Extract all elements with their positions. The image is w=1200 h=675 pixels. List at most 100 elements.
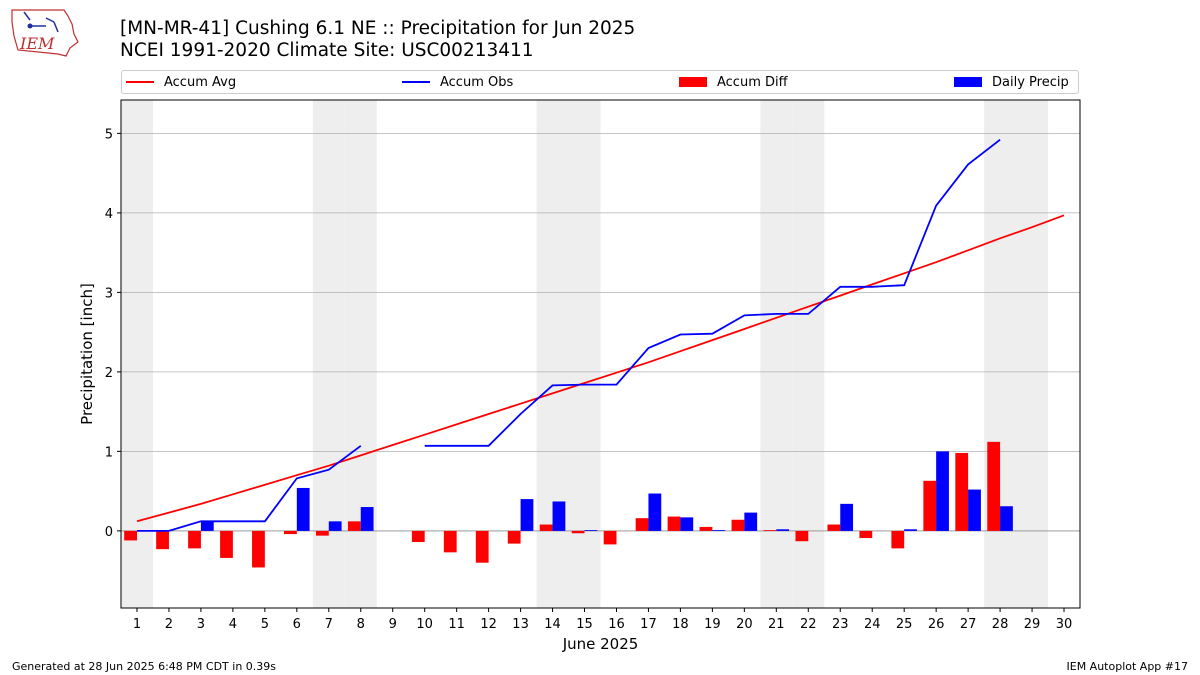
legend: Accum Avg Accum Obs Accum Diff Daily Pre…: [121, 70, 1079, 94]
chart-title: [MN-MR-41] Cushing 6.1 NE :: Precipitati…: [120, 18, 636, 39]
x-tick-label-15: 15: [576, 617, 593, 632]
legend-item-accum-avg: Accum Avg: [126, 71, 236, 93]
daily-precip-bar-15: [584, 530, 598, 531]
weekend-band-28: [984, 100, 1017, 608]
y-tick-label-2: 2: [105, 366, 113, 381]
logo-text: IEM: [19, 34, 55, 53]
weekend-band-29: [1016, 100, 1049, 608]
accum-diff-bar-8: [347, 521, 361, 531]
x-tick-label-10: 10: [416, 617, 433, 632]
y-tick-label-4: 4: [105, 207, 113, 222]
daily-precip-bar-6: [296, 487, 310, 531]
accum-diff-bar-13: [507, 530, 521, 544]
weekend-band-21: [760, 100, 793, 608]
weekend-band-15: [568, 100, 601, 608]
x-tick-label-19: 19: [704, 617, 721, 632]
axes: 1 2 3 4 5 6 7 8 9 10 11 12 13 14 15 16 17 18 19 20 21 22 23 24 2…: [105, 127, 1073, 632]
x-tick-label-3: 3: [197, 617, 205, 632]
accum-diff-bar-19: [699, 526, 713, 531]
daily-precip-bar-28: [1000, 506, 1013, 531]
accum-diff-bar-28: [987, 441, 1001, 531]
legend-item-daily-precip: Daily Precip: [954, 71, 1069, 93]
accum-diff-bar-25: [891, 530, 905, 549]
weekend-band-1: [121, 100, 153, 608]
accum-obs-line: [137, 138, 1001, 532]
footer-generated: Generated at 28 Jun 2025 6:48 PM CDT in …: [12, 660, 277, 673]
x-tick-label-1: 1: [133, 617, 141, 632]
x-axis-label: June 2025: [562, 635, 639, 653]
legend-swatch-accum-diff: [679, 77, 707, 87]
x-tick-label-16: 16: [608, 617, 625, 632]
daily-precip-bar-23: [840, 503, 854, 531]
daily-precip-bar-8: [360, 507, 374, 531]
x-tick-label-6: 6: [293, 617, 301, 632]
accum-diff-bar-10: [411, 530, 425, 543]
legend-item-accum-diff: Accum Diff: [679, 71, 788, 93]
x-tick-label-29: 29: [1024, 617, 1041, 632]
accum-diff-bar-7: [315, 530, 329, 536]
daily-precip-bar-19: [712, 530, 726, 531]
accum-diff-bar-1: [124, 530, 137, 541]
plot-frame: [120, 99, 1081, 609]
bars: [124, 441, 1013, 568]
accum-diff-bar-22: [795, 530, 809, 542]
legend-label-accum-obs: Accum Obs: [440, 74, 514, 90]
x-tick-label-4: 4: [229, 617, 237, 632]
accum-diff-bar-4: [220, 530, 233, 558]
accum-diff-bar-6: [284, 530, 297, 535]
weekend-band-14: [536, 100, 569, 608]
x-tick-label-23: 23: [832, 617, 849, 632]
daily-precip-bar-27: [968, 489, 981, 531]
x-tick-label-25: 25: [896, 617, 913, 632]
daily-precip-bar-7: [328, 521, 342, 531]
daily-precip-bar-3: [200, 521, 214, 531]
accum-diff-bar-23: [827, 524, 841, 531]
y-tick-label-3: 3: [105, 286, 113, 301]
accum-diff-bar-15: [571, 530, 585, 534]
daily-precip-bar-18: [680, 517, 694, 531]
y-axis-label: Precipitation [inch]: [78, 283, 96, 425]
y-tick-label-1: 1: [105, 445, 113, 460]
x-tick-label-12: 12: [480, 617, 497, 632]
accum-diff-bar-2: [156, 530, 169, 550]
lines: [136, 138, 1065, 532]
daily-precip-bar-25: [904, 529, 917, 531]
y-gridlines: [121, 132, 1080, 532]
x-tick-label-8: 8: [357, 617, 365, 632]
x-tick-label-24: 24: [864, 617, 881, 632]
accum-diff-bar-17: [635, 518, 649, 531]
x-tick-label-17: 17: [640, 617, 657, 632]
daily-precip-bar-13: [520, 499, 534, 531]
chart-subtitle: NCEI 1991-2020 Climate Site: USC00213411: [120, 40, 534, 61]
accum-diff-bar-20: [731, 519, 745, 531]
accum-diff-bar-11: [443, 530, 457, 553]
x-tick-label-14: 14: [544, 617, 561, 632]
legend-label-accum-avg: Accum Avg: [164, 74, 237, 90]
y-tick-label-0: 0: [105, 525, 113, 540]
x-tick-label-2: 2: [165, 617, 173, 632]
accum-diff-bar-18: [667, 516, 681, 531]
accum-diff-bar-26: [923, 480, 937, 531]
x-tick-label-20: 20: [736, 617, 753, 632]
accum-diff-bar-5: [252, 530, 265, 568]
x-tick-label-13: 13: [512, 617, 529, 632]
legend-swatch-accum-obs: [402, 81, 430, 83]
x-tick-label-18: 18: [672, 617, 689, 632]
footer-app: IEM Autoplot App #17: [1066, 660, 1189, 673]
accum-diff-bar-16: [603, 530, 617, 545]
legend-label-daily-precip: Daily Precip: [992, 74, 1069, 90]
daily-precip-bar-26: [936, 451, 949, 531]
weekend-band-22: [792, 100, 825, 608]
x-tick-label-22: 22: [800, 617, 817, 632]
iem-logo: IEM: [11, 9, 79, 57]
x-tick-label-11: 11: [448, 617, 465, 632]
accum-diff-bar-27: [955, 452, 969, 531]
x-tick-label-7: 7: [325, 617, 333, 632]
legend-label-accum-diff: Accum Diff: [717, 74, 788, 90]
legend-item-accum-obs: Accum Obs: [402, 71, 513, 93]
x-tick-label-28: 28: [992, 617, 1009, 632]
daily-precip-bar-14: [552, 501, 566, 531]
x-tick-label-9: 9: [389, 617, 397, 632]
accum-diff-bar-21: [763, 530, 777, 531]
